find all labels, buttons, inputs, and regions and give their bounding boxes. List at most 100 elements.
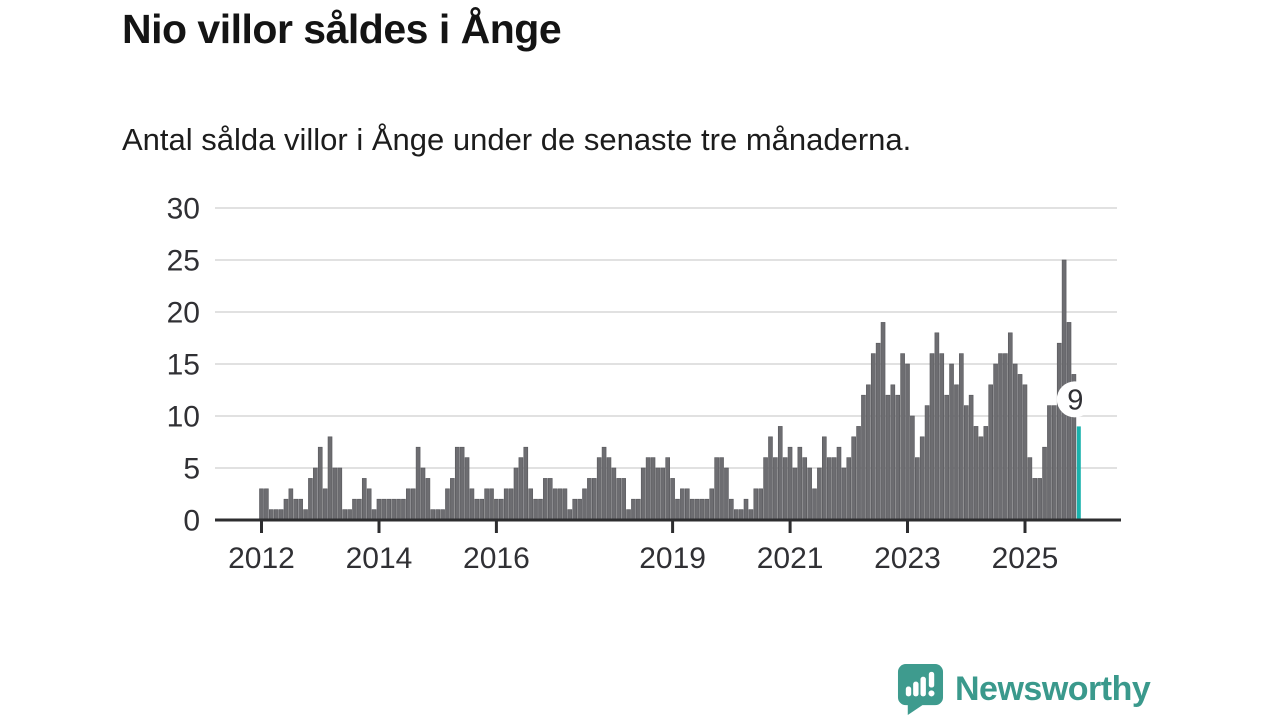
bar [440,509,445,521]
bar [391,498,396,521]
bar [425,478,431,521]
bar [557,488,563,521]
x-axis-tick [906,520,909,533]
bar [684,488,690,521]
bar [640,467,646,521]
bar [919,436,925,521]
bar [846,457,852,521]
bar [836,446,842,521]
bar [988,384,994,521]
bar [939,353,945,521]
bar [547,478,553,521]
bar [406,488,411,521]
bar [454,446,460,521]
bar [665,457,671,521]
bar [386,498,392,521]
bar [993,363,998,521]
bar [856,426,861,521]
x-tick-label: 2021 [757,542,824,575]
bar [523,446,529,521]
bar [822,436,827,521]
bar [322,488,328,521]
bar [484,488,489,521]
bar [518,457,524,521]
logo-exclamation-dot [928,690,935,697]
bar [655,467,661,521]
bar [714,457,719,521]
bar [831,457,837,521]
bar [650,457,656,521]
bar [508,488,514,521]
bar [459,446,465,521]
bar [538,498,543,521]
bar [763,457,768,521]
bar [582,488,587,521]
annotation-bubble [1056,381,1093,418]
bar [474,498,480,521]
bar [983,426,989,521]
x-tick-label: 2023 [874,542,941,575]
bar [870,353,876,521]
bar [1003,353,1008,521]
bar [704,498,710,521]
bar [606,457,612,521]
bar [273,509,279,521]
bar [621,478,626,521]
bar [773,457,778,521]
bar [1022,384,1028,521]
bar [724,467,729,521]
x-axis-line [215,518,1121,522]
bar [670,478,675,521]
bar [875,342,881,521]
bar [415,446,421,521]
bar [880,322,886,521]
bar [758,488,763,521]
bar [494,498,499,521]
bar [895,394,901,521]
bar [914,457,920,521]
bar [944,394,949,521]
bar [450,478,455,521]
bar [616,478,622,521]
bar [973,426,979,521]
bar [1037,478,1042,521]
bar [308,478,313,521]
bar [259,488,264,521]
bar [445,488,450,521]
bar [401,498,406,521]
bar [513,467,519,521]
bar [298,498,303,521]
y-tick-label: 30 [167,193,200,226]
bar [777,426,783,521]
bar [910,415,915,521]
bar [963,405,969,521]
bar [337,467,343,521]
bar [743,498,749,521]
bar [748,509,754,521]
bar [689,498,695,521]
bar [543,478,548,521]
bar [410,488,416,521]
bar [572,498,578,521]
bar [841,467,847,521]
x-axis-tick [1023,520,1027,533]
bar [782,457,788,521]
bar [381,498,387,521]
bar [753,488,759,521]
bar [366,488,372,521]
bar [968,394,974,521]
bar [601,446,607,521]
bar [812,488,817,521]
logo-bar-1 [905,686,912,697]
bar [332,467,338,521]
y-tick-label: 15 [167,349,200,382]
bar [489,488,494,521]
bar [591,478,597,521]
bar [998,353,1003,521]
bar [552,488,558,521]
bar [352,498,357,521]
bar [885,394,891,521]
bar [817,467,822,521]
bar [503,488,509,521]
y-tick-label: 0 [183,505,200,538]
